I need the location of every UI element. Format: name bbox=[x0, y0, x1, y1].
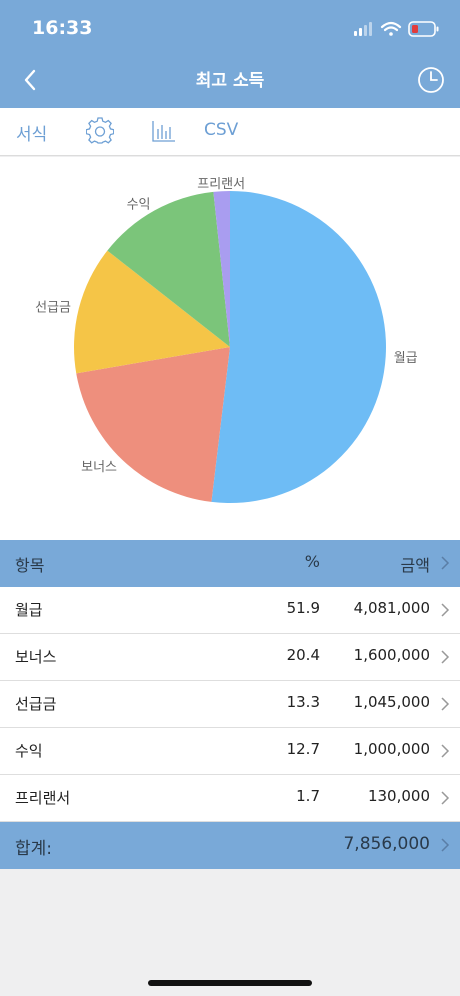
row-amount: 130,000 bbox=[367, 787, 430, 805]
slice-label: 수익 bbox=[127, 198, 151, 213]
row-name: 프리랜서 bbox=[15, 789, 71, 807]
row-percent: 13.3 bbox=[286, 693, 320, 711]
pie-slice[interactable] bbox=[107, 191, 230, 347]
total-amount: 7,856,000 bbox=[343, 834, 430, 854]
row-percent: 12.7 bbox=[286, 740, 320, 758]
header-percent[interactable]: % bbox=[304, 552, 320, 571]
chart-button[interactable] bbox=[150, 117, 178, 145]
status-icons bbox=[354, 21, 439, 37]
pie-slice[interactable] bbox=[213, 191, 230, 347]
row-amount: 4,081,000 bbox=[353, 599, 430, 617]
battery-icon bbox=[408, 21, 439, 37]
row-percent: 51.9 bbox=[286, 599, 320, 617]
row-amount: 1,600,000 bbox=[353, 646, 430, 664]
table-header: 항목 % 금액 bbox=[0, 540, 460, 587]
income-table: 항목 % 금액 월급 51.9 4,081,000 보너스 20.4 1,600… bbox=[0, 540, 460, 869]
table-footer: 합계: 7,856,000 bbox=[0, 822, 460, 869]
slice-label: 프리랜서 bbox=[197, 177, 245, 192]
row-name: 보너스 bbox=[15, 648, 57, 666]
pie-slice[interactable] bbox=[76, 347, 231, 502]
row-name: 월급 bbox=[15, 601, 43, 619]
chevron-right-icon bbox=[441, 603, 450, 617]
clock-icon bbox=[418, 67, 444, 93]
chevron-right-icon bbox=[441, 650, 450, 664]
header-amount[interactable]: 금액 bbox=[400, 556, 430, 575]
history-button[interactable] bbox=[417, 66, 445, 94]
pie-slice[interactable] bbox=[73, 250, 230, 374]
bar-chart-icon bbox=[152, 121, 175, 142]
table-row[interactable]: 선급금 13.3 1,045,000 bbox=[0, 681, 460, 728]
home-indicator bbox=[148, 980, 312, 986]
row-name: 선급금 bbox=[15, 695, 57, 713]
row-name: 수익 bbox=[15, 742, 43, 760]
row-amount: 1,000,000 bbox=[353, 740, 430, 758]
status-time: 16:33 bbox=[32, 17, 93, 39]
chevron-right-icon bbox=[441, 697, 450, 711]
toolbar: 서식 CSV bbox=[0, 108, 460, 156]
slice-label: 보너스 bbox=[81, 460, 117, 475]
navigation-bar: 16:33 최고 소득 bbox=[0, 0, 460, 108]
chevron-right-icon bbox=[441, 556, 450, 570]
format-button[interactable]: 서식 bbox=[16, 125, 48, 145]
chevron-right-icon bbox=[441, 791, 450, 805]
table-row[interactable]: 수익 12.7 1,000,000 bbox=[0, 728, 460, 775]
row-percent: 20.4 bbox=[286, 646, 320, 664]
chevron-left-icon bbox=[24, 69, 36, 91]
chevron-right-icon bbox=[441, 838, 450, 852]
page-title: 최고 소득 bbox=[195, 71, 265, 91]
back-button[interactable] bbox=[18, 66, 42, 94]
wifi-icon bbox=[380, 21, 402, 36]
pie-slice[interactable] bbox=[211, 191, 386, 503]
slice-label: 선급금 bbox=[35, 301, 71, 316]
total-label: 합계: bbox=[15, 839, 53, 859]
table-row[interactable]: 프리랜서 1.7 130,000 bbox=[0, 775, 460, 822]
table-row[interactable]: 보너스 20.4 1,600,000 bbox=[0, 634, 460, 681]
slice-label: 월급 bbox=[394, 351, 418, 366]
row-percent: 1.7 bbox=[296, 787, 320, 805]
header-item: 항목 bbox=[15, 556, 45, 575]
chevron-right-icon bbox=[441, 744, 450, 758]
signal-icon bbox=[354, 22, 372, 36]
table-row[interactable]: 월급 51.9 4,081,000 bbox=[0, 587, 460, 634]
settings-button[interactable] bbox=[86, 117, 114, 145]
row-amount: 1,045,000 bbox=[353, 693, 430, 711]
gear-icon bbox=[86, 117, 114, 144]
csv-button[interactable]: CSV bbox=[204, 120, 239, 140]
